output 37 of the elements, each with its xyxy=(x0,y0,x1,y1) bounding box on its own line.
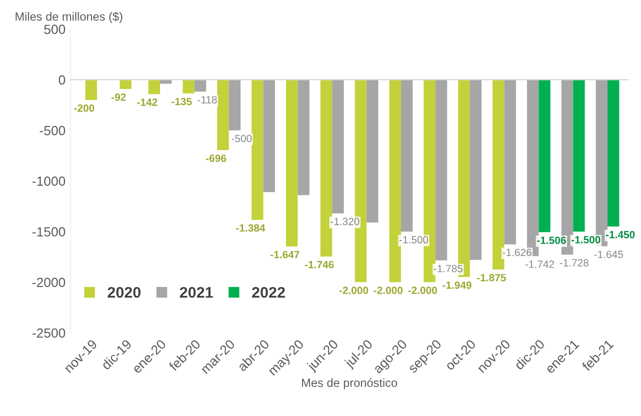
data-label: -2.000 xyxy=(374,286,403,294)
data-label: -1.746 xyxy=(304,260,334,268)
x-axis-title: Mes de pronóstico xyxy=(302,378,398,390)
data-label: -135 xyxy=(172,98,192,106)
data-label: -1.506 xyxy=(537,236,566,244)
legend-label: 2021 xyxy=(180,286,213,298)
data-label: -1.384 xyxy=(236,224,266,232)
data-label: -1.320 xyxy=(330,218,360,226)
y-tick-label: 500 xyxy=(44,24,66,34)
data-label: -1.645 xyxy=(594,250,623,258)
data-label: -1.728 xyxy=(560,259,589,266)
legend-label: 2022 xyxy=(252,286,285,298)
data-label: -92 xyxy=(112,93,126,101)
y-tick-label: -2000 xyxy=(32,278,66,288)
data-label: -1.626 xyxy=(502,248,532,256)
y-tick-label: 0 xyxy=(58,75,66,85)
data-label: -200 xyxy=(74,104,94,112)
y-tick-label: -1500 xyxy=(32,227,66,236)
y-tick-label: -1000 xyxy=(32,176,66,186)
data-label: -1.450 xyxy=(606,230,635,238)
legend-label: 2020 xyxy=(108,286,141,298)
data-label: -1.647 xyxy=(270,250,300,258)
data-label: -1.742 xyxy=(525,260,554,268)
y-tick-label: -2500 xyxy=(32,328,66,338)
data-label: -1.500 xyxy=(399,236,428,244)
data-label: -696 xyxy=(206,154,226,162)
data-label: -1.785 xyxy=(434,264,463,272)
data-label: -2.000 xyxy=(408,286,437,294)
data-label: -1.500 xyxy=(572,236,600,244)
data-label: -1.875 xyxy=(477,274,506,282)
data-label: -118 xyxy=(198,96,217,104)
data-label: -500 xyxy=(232,134,252,142)
data-label: -2.000 xyxy=(339,286,368,294)
data-label: -1.949 xyxy=(442,281,472,289)
y-tick-label: -500 xyxy=(40,126,66,136)
data-label: -142 xyxy=(137,98,158,106)
y-axis-title: Miles de millones ($) xyxy=(16,12,122,24)
